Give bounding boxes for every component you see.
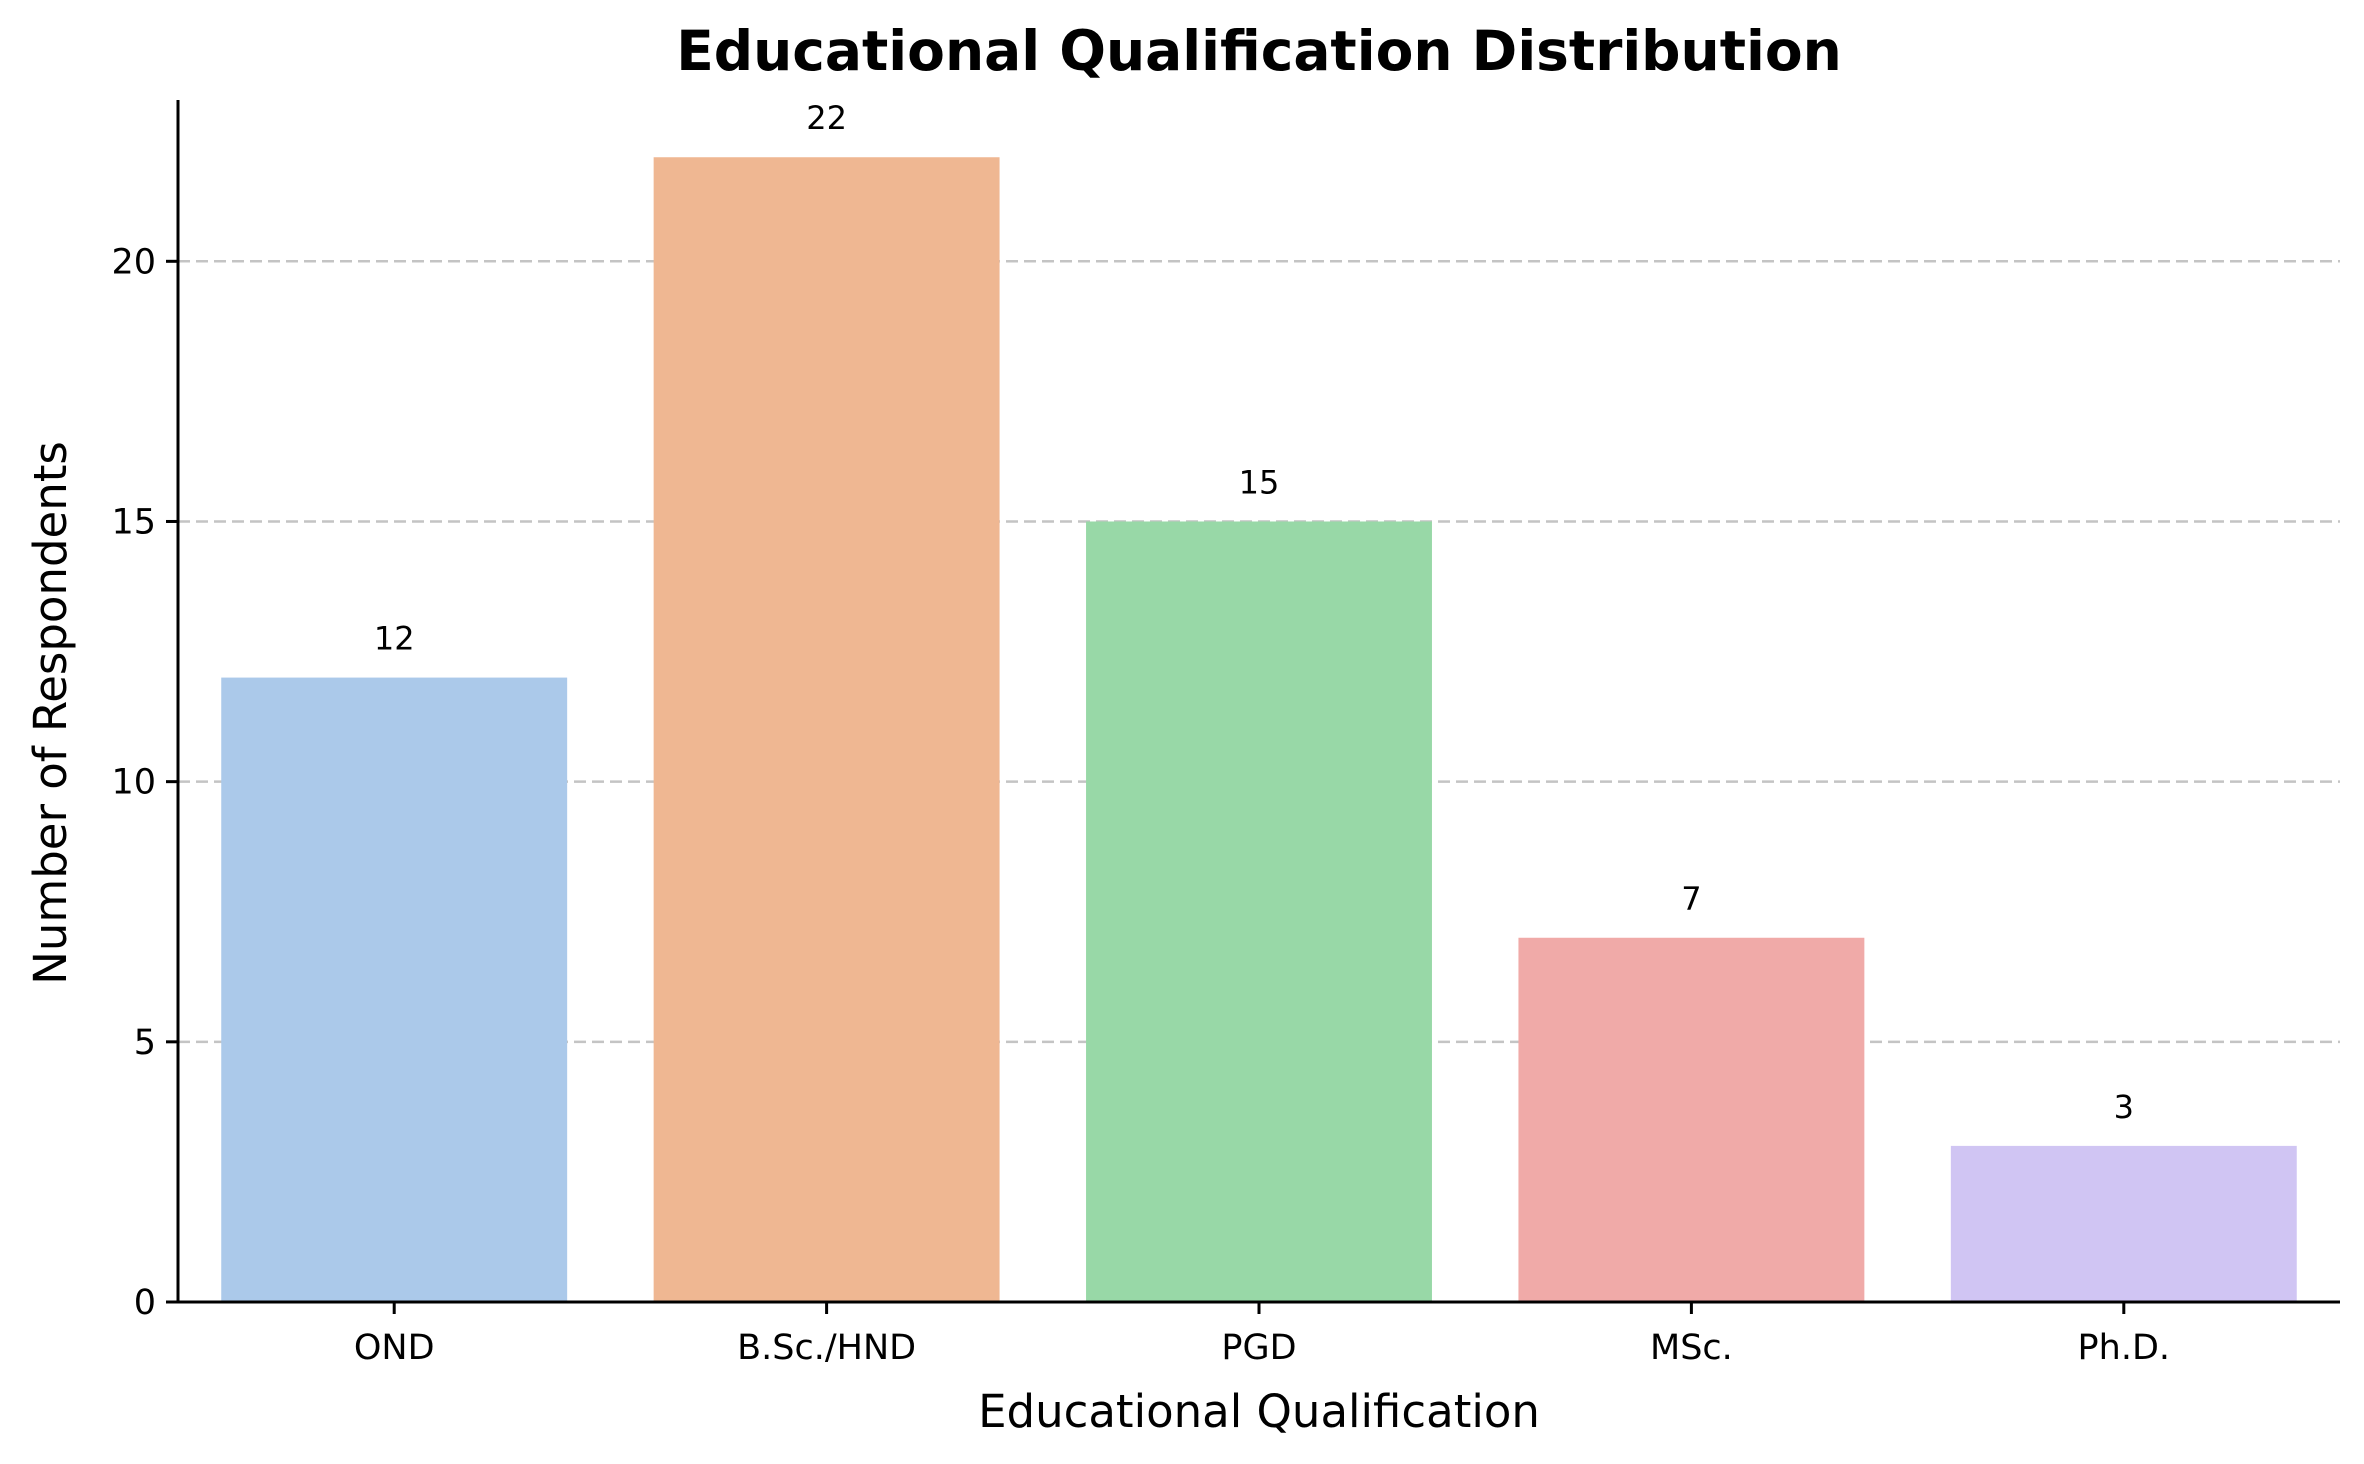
ticks: 0 5 10 15 20 OND B.Sc./HND PGD MSc. Ph.D.	[111, 242, 2170, 1368]
x-axis-title: Educational Qualification	[978, 1385, 1540, 1438]
x-tick-label: Ph.D.	[2078, 1328, 2171, 1368]
x-tick-label: OND	[354, 1328, 435, 1368]
x-tick-label: PGD	[1221, 1328, 1296, 1368]
bar-value-label: 3	[2114, 1088, 2134, 1126]
y-tick-label: 20	[111, 242, 156, 282]
y-axis-title: Number of Respondents	[24, 441, 77, 985]
y-tick-label: 10	[111, 763, 156, 803]
bar-pgd	[1086, 521, 1432, 1302]
bar-msc	[1518, 937, 1865, 1302]
bar-value-label: 7	[1681, 880, 1701, 918]
y-tick-label: 5	[134, 1023, 156, 1063]
chart-title: Educational Qualification Distribution	[676, 19, 1842, 83]
y-tick-label: 15	[111, 502, 156, 542]
x-tick-label: B.Sc./HND	[737, 1328, 916, 1368]
bar-value-label: 22	[806, 99, 847, 137]
x-tick-label: MSc.	[1650, 1328, 1733, 1368]
bar-ond	[221, 677, 568, 1302]
bar-ph-d	[1950, 1145, 2297, 1302]
data-labels: 12 22 15 7 3	[374, 99, 2134, 1126]
bars	[221, 157, 2297, 1303]
bar-value-label: 15	[1239, 463, 1280, 501]
bar-value-label: 12	[374, 620, 415, 658]
bar-b-sc-hnd	[653, 157, 1000, 1303]
y-tick-label: 0	[134, 1283, 156, 1323]
